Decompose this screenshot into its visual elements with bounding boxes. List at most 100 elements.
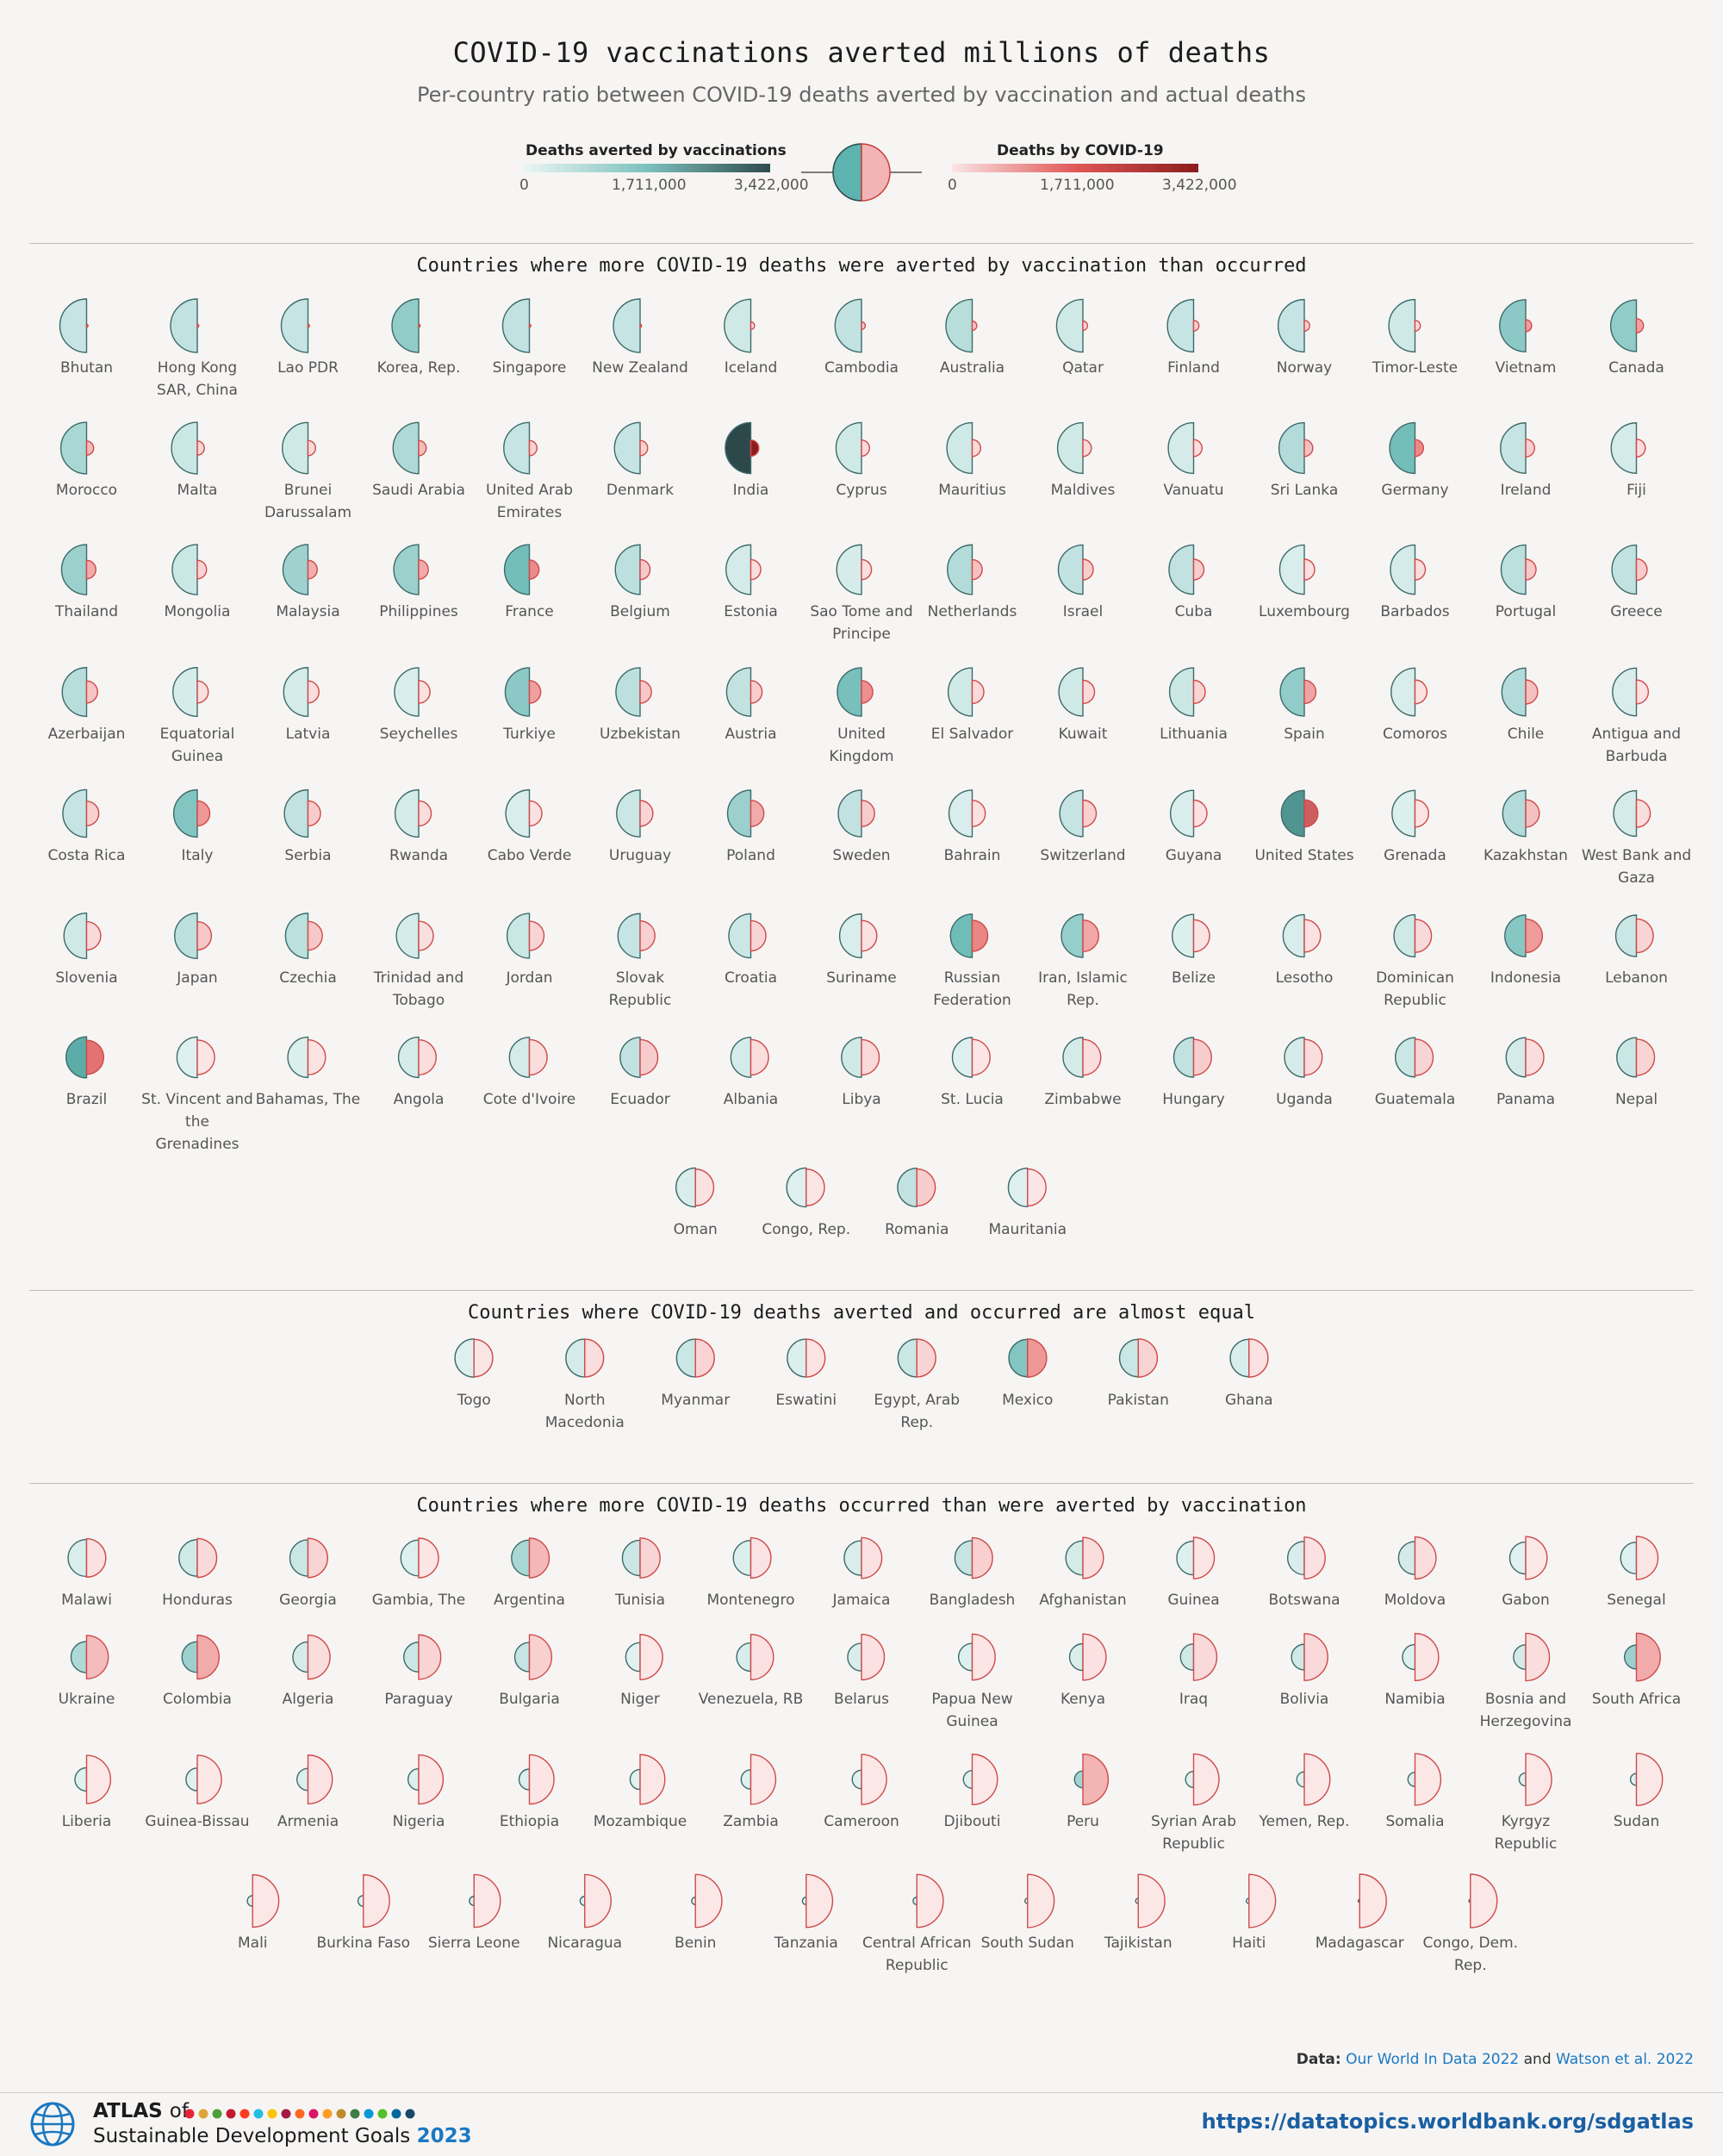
atlas-url-link[interactable]: https://datatopics.worldbank.org/sdgatla… <box>1201 2109 1694 2134</box>
deaths-half <box>307 680 320 704</box>
country-mark-iraq <box>1179 1633 1218 1681</box>
deaths-half <box>1137 1338 1159 1378</box>
country-mark-cabo-verde <box>505 788 543 838</box>
deaths-half <box>861 321 867 331</box>
country-label: Slovenia <box>55 969 118 987</box>
deaths-half <box>196 680 209 704</box>
country-mark-zimbabwe <box>1062 1037 1102 1078</box>
country-mark-madagascar <box>1357 1873 1387 1929</box>
deaths-half <box>916 1168 936 1207</box>
country-mark-ethiopia <box>518 1754 555 1805</box>
country-label: Argentina <box>494 1592 565 1609</box>
country-label: Austria <box>725 726 777 743</box>
sdg-dot <box>184 2109 195 2119</box>
country-mark-paraguay <box>403 1634 442 1680</box>
averted-half <box>70 1641 88 1673</box>
country-label: Afghanistan <box>1039 1592 1127 1609</box>
averted-half <box>504 667 531 717</box>
averted-half <box>289 1539 309 1577</box>
country-mark-cyprus <box>835 421 870 475</box>
averted-half <box>65 1036 88 1079</box>
country-mark-gambia-the <box>400 1537 439 1579</box>
averted-half <box>730 1037 752 1078</box>
averted-half <box>63 912 88 960</box>
averted-half <box>726 789 752 838</box>
country-mark-togo <box>454 1338 494 1378</box>
averted-half <box>897 1338 917 1378</box>
country-label: Madagascar <box>1315 1935 1404 1952</box>
averted-half <box>178 1539 198 1577</box>
averted-half <box>787 1338 807 1378</box>
averted-half <box>1279 667 1305 717</box>
sdg-dot <box>281 2109 291 2119</box>
country-mark-nicaragua <box>579 1873 612 1929</box>
section-title-deaths-more: Countries where more COVID-19 deaths occ… <box>416 1495 1307 1517</box>
deaths-half <box>1525 918 1543 954</box>
averted-half <box>839 913 862 959</box>
averted-half <box>625 1642 641 1673</box>
country-label: Ghana <box>1224 1392 1273 1409</box>
country-mark-estonia <box>725 544 762 595</box>
averted-half <box>951 1037 973 1078</box>
source-and: and <box>1523 2051 1552 2068</box>
averted-half <box>1278 544 1305 595</box>
averted-half <box>503 421 531 475</box>
averted-half <box>403 1642 420 1673</box>
country-label: Mali <box>237 1935 268 1952</box>
country-mark-colombia <box>181 1634 220 1680</box>
country-label: Saudi Arabia <box>372 482 465 499</box>
deaths-half <box>861 1038 880 1076</box>
country-mark-guatemala <box>1395 1037 1434 1078</box>
atlas-wordmark: ATLAS of <box>93 2100 189 2122</box>
averted-half <box>565 1338 586 1378</box>
averted-half <box>947 667 973 717</box>
country-mark-north-macedonia <box>565 1338 605 1378</box>
deaths-half <box>694 1338 715 1378</box>
country-mark-malawi <box>67 1537 107 1579</box>
country-mark-kyrgyz-republic <box>1519 1753 1552 1806</box>
country-label: Luxembourg <box>1259 603 1350 620</box>
averted-half <box>185 1767 198 1791</box>
country-label: Myanmar <box>661 1392 731 1409</box>
averted-half <box>1173 1037 1195 1078</box>
country-label: Serbia <box>284 847 332 864</box>
deaths-half <box>1303 320 1310 332</box>
country-mark-korea-rep <box>391 298 421 353</box>
country-label: Tunisia <box>614 1592 666 1609</box>
averted-half <box>1610 299 1638 352</box>
deaths-half <box>1192 1536 1215 1580</box>
source-link-owid[interactable]: Our World In Data 2022 <box>1346 2051 1520 2068</box>
country-mark-brunei-darussalam <box>282 421 316 475</box>
source-link-watson[interactable]: Watson et al. 2022 <box>1556 2051 1694 2068</box>
averted-half <box>400 1539 420 1577</box>
country-mark-bosnia-and-herzegovina <box>1513 1632 1550 1682</box>
country-mark-burkina-faso <box>357 1873 390 1929</box>
country-mark-iceland <box>724 298 756 353</box>
country-label: Yemen, Rep. <box>1259 1813 1350 1830</box>
deaths-half <box>196 323 200 328</box>
country-label: Equatorial Guinea <box>159 726 235 765</box>
country-mark-somalia <box>1407 1753 1442 1806</box>
data-source: Data: Our World In Data 2022 and Watson … <box>1297 2051 1694 2068</box>
averted-half <box>74 1767 88 1792</box>
averted-half <box>59 298 88 353</box>
averted-half <box>728 913 752 959</box>
averted-half <box>394 667 420 717</box>
country-label: United Kingdom <box>829 726 894 765</box>
deaths-half <box>528 1634 553 1680</box>
country-label: Malaysia <box>276 603 340 620</box>
sdg-dot <box>267 2109 277 2119</box>
deaths-half <box>861 919 878 952</box>
deaths-half <box>639 1634 663 1680</box>
averted-half <box>843 1540 862 1576</box>
atlas-word: ATLAS <box>93 2100 163 2122</box>
country-mark-malaysia <box>282 544 318 595</box>
averted-half <box>1057 421 1084 475</box>
country-label: Iran, Islamic Rep. <box>1038 969 1128 1009</box>
country-label: Slovak Republic <box>608 969 672 1009</box>
country-mark-portugal <box>1500 544 1537 595</box>
country-mark-mexico <box>1008 1338 1048 1378</box>
averted-half <box>172 667 198 717</box>
country-label: Qatar <box>1062 359 1104 377</box>
deaths-half <box>307 800 321 827</box>
